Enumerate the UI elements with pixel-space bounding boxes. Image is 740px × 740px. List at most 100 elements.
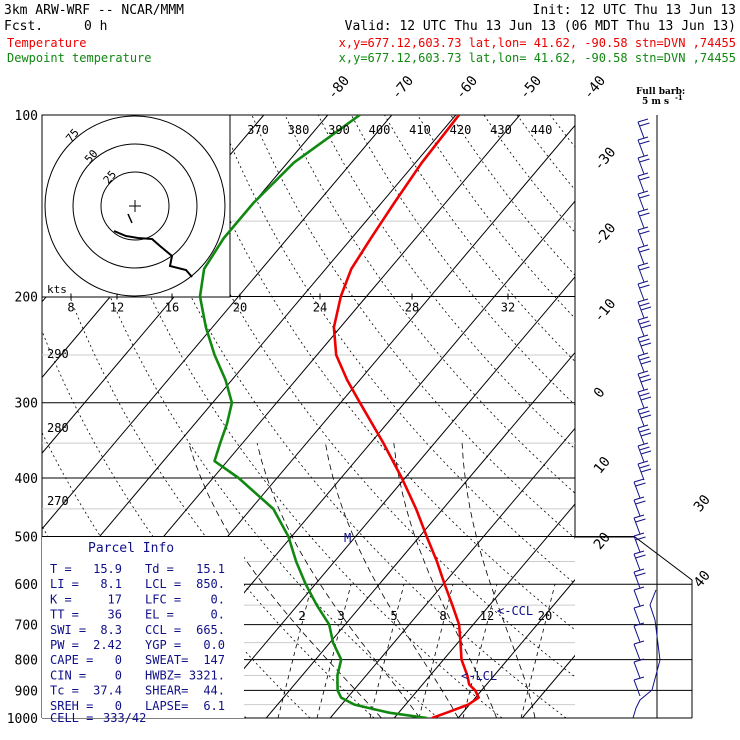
parcel-label: LI = (50, 577, 79, 591)
mixing-ratio-line (418, 584, 454, 718)
forecast-label: Fcst. (4, 19, 43, 34)
wind-barb-flag (637, 352, 649, 357)
parcel-label: EL = (145, 608, 174, 622)
wind-barb (637, 211, 645, 229)
right-border-lower (575, 536, 693, 718)
theta-label-440: 440 (531, 123, 553, 137)
wind-barb (633, 517, 641, 535)
wind-barb-flag (637, 406, 649, 411)
hodograph-ring-label-50: 50 (82, 147, 100, 166)
m-marker: M (344, 531, 351, 545)
theta-label-400: 400 (369, 123, 391, 137)
wind-barb-flag (639, 230, 650, 235)
temperature-line (332, 115, 481, 718)
valid-time: Valid: 12 UTC Thu 13 Jun 13 (06 MDT Thu … (345, 19, 736, 34)
curve-clip (198, 115, 481, 718)
isotherm (201, 276, 575, 718)
parcel-info-panel: Parcel Info T = 15.9 Td = 15.1 LI = 8.1 LCL = 8… (42, 537, 244, 725)
wind-barb-flag (633, 640, 645, 645)
dry-adiabat (284, 115, 575, 494)
wind-barb-flag (637, 316, 649, 321)
wind-barb-flag (639, 392, 650, 397)
mixing-ratio-label-20: 20 (538, 609, 552, 623)
wind-barb-flag (635, 482, 646, 487)
dry-adiabat (185, 115, 575, 631)
pressure-label-500: 500 (15, 530, 38, 545)
wind-barb-flag (639, 428, 650, 433)
wind-barb-flag (633, 658, 645, 663)
mixing-ratio-label-2: 2 (298, 609, 305, 623)
theta-label-380: 380 (288, 123, 310, 137)
parcel-cell-value: 333/42 (103, 711, 146, 725)
parcel-value: 15.9 (93, 562, 122, 576)
wind-barb (633, 481, 641, 499)
dry-adiabat (583, 115, 740, 718)
parcel-label: T = (50, 562, 72, 576)
wind-barb-flag (639, 194, 650, 199)
speed-label-12: 12 (110, 301, 124, 315)
wind-barb-flag (637, 424, 649, 429)
wind-barb-flag (637, 460, 649, 465)
parcel-value: 8.1 (100, 577, 122, 591)
wind-barb-flag (639, 374, 650, 379)
wind-barb-flag (639, 338, 650, 343)
isotherm-label--70: -70 (389, 73, 418, 103)
isotherm-label-20: 20 (591, 530, 614, 553)
wind-barb-flag (635, 500, 646, 505)
isotherm (0, 115, 8, 718)
mixing-ratio-line (369, 584, 405, 718)
wind-barb (633, 499, 641, 517)
wind-barb-flag (639, 284, 650, 289)
parcel-value: 3321. (189, 668, 225, 682)
isotherm-label--30: -30 (591, 144, 620, 174)
parcel-label: TT = (50, 608, 79, 622)
speed-label-20: 20 (233, 301, 247, 315)
dry-adiabat (118, 115, 567, 718)
isotherm-label--20: -20 (591, 220, 620, 250)
hodograph-units: kts (47, 283, 67, 296)
wind-barb (637, 175, 645, 193)
pressure-label-400: 400 (15, 472, 38, 487)
theta-label-410: 410 (409, 123, 431, 137)
wind-barb (637, 247, 645, 265)
wind-barb-flag (633, 568, 645, 573)
parcel-value: 37.4 (93, 684, 122, 698)
isotherm (329, 427, 575, 718)
isotherm (265, 351, 575, 718)
parcel-info-title: Parcel Info (88, 541, 174, 556)
wind-barb-flag (640, 414, 652, 419)
wind-barb-flag (637, 208, 649, 213)
wind-barb-flag (633, 586, 645, 591)
dry-adiabat (350, 115, 575, 406)
dry-adiabat (483, 115, 575, 233)
dewpoint-location: x,y=677.12,603.73 lat,lon= 41.62, -90.58… (339, 51, 736, 65)
dry-adiabat (450, 115, 575, 276)
parcel-label: CAPE = (50, 653, 93, 667)
wind-barb-flag (635, 536, 646, 541)
temperature-legend: Temperature (7, 36, 86, 50)
wind-barb-flag (639, 320, 650, 325)
isotherm (393, 503, 575, 718)
hodograph-storm-motion (127, 213, 133, 224)
dry-adiabat (516, 115, 575, 191)
wind-legend-exponent: -1 (675, 93, 683, 102)
wind-barb (637, 283, 645, 301)
parcel-cell-label: CELL = (50, 711, 93, 725)
wind-barb-flag (639, 212, 650, 217)
parcel-value: 0 (115, 653, 122, 667)
wind-barb-flag (635, 572, 646, 577)
parcel-label: YGP = (145, 638, 181, 652)
isotherm-label-40: 40 (691, 568, 714, 591)
isotherm (42, 115, 457, 606)
theta-label-370: 370 (247, 123, 269, 137)
wind-barb (633, 643, 641, 661)
hodograph-ring (44, 115, 226, 297)
parcel-label: PW = (50, 638, 79, 652)
mixing-ratio-label-3: 3 (337, 609, 344, 623)
wind-barb-flag (639, 266, 650, 271)
mixing-ratio-label-5: 5 (390, 609, 397, 623)
model-title: 3km ARW-WRF -- NCAR/MMM (4, 3, 184, 18)
mixing-ratio-line (462, 584, 498, 718)
parcel-value: 0. (211, 592, 225, 606)
theta-left-label-290: 290 (47, 347, 69, 361)
